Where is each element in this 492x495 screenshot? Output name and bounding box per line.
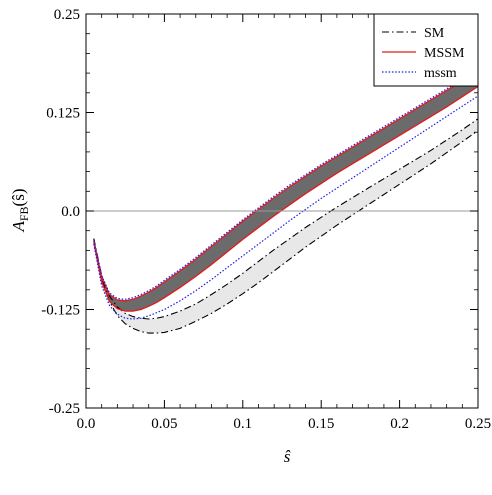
legend-label-mssm: mssm [424, 66, 457, 81]
legend-label-mssm: MSSM [424, 46, 465, 61]
y-axis-label-argument: (ŝ) [9, 188, 28, 206]
legend-label-sm: SM [424, 26, 445, 41]
legend-box [373, 13, 479, 87]
y-axis-label: AFB(ŝ) [9, 188, 31, 232]
x-axis-label: ŝ [284, 447, 291, 466]
series-mssm-upper-line [93, 68, 479, 300]
y-tick-label: -0.25 [49, 401, 80, 417]
y-axis-label-main: A [9, 221, 28, 233]
x-tick-label: 0.0 [77, 416, 96, 432]
x-tick-label: 0.15 [308, 416, 334, 432]
y-tick-label: -0.125 [41, 303, 80, 319]
y-tick-label: 0.25 [54, 7, 80, 23]
mssm-band [93, 70, 479, 312]
plot-bands [93, 70, 479, 334]
y-tick-label: 0.0 [61, 204, 80, 220]
x-tick-label: 0.25 [465, 416, 491, 432]
y-axis-label-subscript: FB [17, 206, 31, 221]
series-sm-upper-line [93, 118, 479, 320]
series-mssm-lower-line [93, 85, 479, 312]
x-tick-label: 0.05 [151, 416, 177, 432]
series-sm-lower-line [93, 130, 479, 334]
x-tick-label: 0.1 [233, 416, 252, 432]
x-tick-label: 0.2 [390, 416, 409, 432]
plot-lines [93, 68, 479, 334]
series-mssm-upper-line [93, 70, 479, 302]
legend: SM MSSM mssm [373, 13, 479, 87]
y-tick-label: 0.125 [46, 106, 80, 122]
